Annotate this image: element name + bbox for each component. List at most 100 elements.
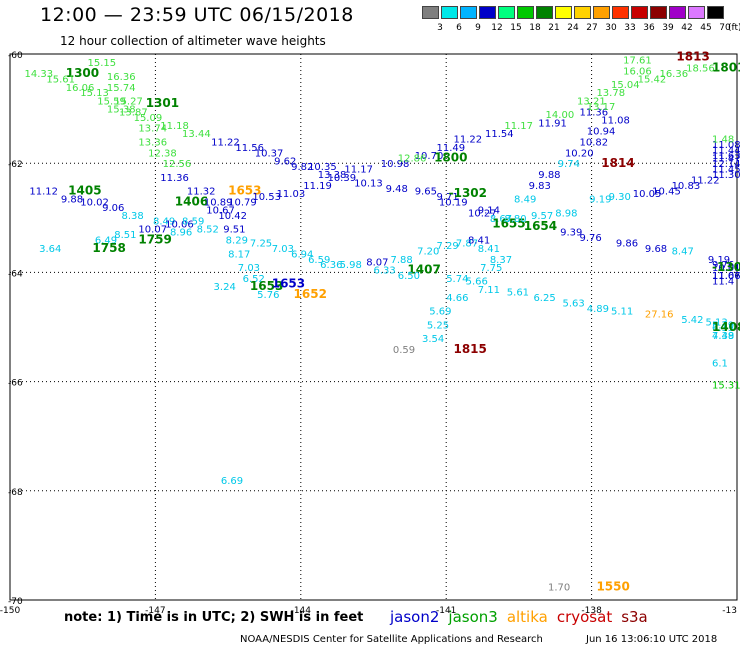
- wave-height-label: 5.61: [507, 288, 529, 299]
- lat-tick-label: -66: [8, 379, 23, 389]
- wave-height-label: 11.4: [712, 277, 734, 288]
- wave-height-label: 9.83: [529, 181, 551, 192]
- wave-height-label: 9.62: [274, 156, 296, 167]
- wave-height-label: 5.42: [681, 315, 703, 326]
- wave-height-label: 10.83: [672, 181, 701, 192]
- wave-height-label: 13.74: [138, 124, 167, 135]
- wave-height-label: 10.45: [652, 187, 681, 198]
- pass-time-label: 1408: [712, 320, 740, 334]
- wave-height-label: 6.33: [374, 266, 396, 277]
- colorbar-swatch: [498, 6, 515, 19]
- wave-height-label: 11.63: [712, 151, 740, 162]
- lon-tick-label: -144: [291, 606, 312, 616]
- wave-height-label: 5.63: [563, 298, 585, 309]
- pass-time-label: -1303: [712, 260, 740, 274]
- wave-height-label: 10.42: [218, 211, 247, 222]
- pass-time-label: 1758: [92, 241, 125, 255]
- lat-tick-label: -64: [8, 269, 23, 279]
- wave-height-label: 8.47: [672, 247, 694, 258]
- footer-note: note: 1) Time is in UTC; 2) SWH is in fe…: [64, 610, 364, 625]
- wave-height-label: 8.98: [555, 208, 577, 219]
- pass-time-label: 1800: [434, 151, 467, 165]
- wave-height-label: 9.14: [478, 206, 500, 217]
- wave-height-label: 1.48: [712, 135, 734, 146]
- wave-height-label: 11.12: [29, 187, 58, 198]
- wave-height-label: 15.59: [97, 96, 126, 107]
- colorbar-label: 6: [456, 23, 462, 33]
- graticule: [10, 54, 737, 600]
- lat-tick-label: -70: [8, 597, 23, 607]
- wave-height-label: 6.94: [291, 249, 313, 260]
- colorbar-label: 45: [700, 23, 712, 33]
- wave-height-label: 12.14: [712, 159, 740, 170]
- pass-time-label: 1301: [146, 96, 179, 110]
- wave-height-label: 8.29: [226, 236, 248, 247]
- lat-tick-label: -68: [8, 488, 23, 498]
- wave-height-label: 11.08: [712, 140, 740, 151]
- wave-height-label: 9.19: [708, 255, 730, 266]
- wave-height-label: 3.24: [214, 282, 236, 293]
- wave-height-label: 11.07: [712, 271, 740, 282]
- wave-height-label: 5.13: [705, 318, 727, 329]
- legend-entry-altika: altika: [506, 608, 548, 626]
- wave-height-label: 9.86: [616, 238, 638, 249]
- wave-height-label: 6.52: [243, 274, 265, 285]
- wave-height-label: 15.31: [712, 380, 740, 391]
- wave-height-label: 12.86: [398, 154, 427, 165]
- wave-height-label: 15.09: [134, 113, 163, 124]
- colorbar-label: 30: [605, 23, 617, 33]
- colorbar-swatch: [422, 6, 439, 19]
- pass-time-label: 1653: [250, 279, 283, 293]
- wave-height-label: 7.88: [390, 255, 412, 266]
- wave-height-label: 3.64: [39, 244, 61, 255]
- wave-height-label: 10.82: [579, 137, 608, 148]
- wave-height-label: 10.79: [228, 197, 257, 208]
- wave-height-label: 15.13: [80, 88, 109, 99]
- wave-height-label: 7.38: [712, 331, 734, 342]
- colorbar-label: 27: [586, 23, 598, 33]
- colorbar-swatch: [669, 6, 686, 19]
- wave-height-label: 3.54: [422, 334, 444, 345]
- wave-height-label: 13.36: [138, 137, 167, 148]
- wave-height-label: 10.70: [415, 151, 444, 162]
- pass-time-label: -1302: [449, 186, 487, 200]
- wave-height-label: 12.38: [148, 148, 177, 159]
- wave-height-label: 8.96: [170, 227, 192, 238]
- wave-height-label: 8.80: [504, 214, 526, 225]
- wave-height-label: 11.22: [453, 135, 482, 146]
- wave-height-label: 9.57: [531, 211, 553, 222]
- wave-height-label: 14.33: [25, 69, 54, 80]
- wave-height-label: 11.66: [712, 271, 740, 282]
- colorbar-swatch: [593, 6, 610, 19]
- wave-height-label: 9.51: [223, 225, 245, 236]
- wave-height-label: 8.38: [121, 211, 143, 222]
- wave-height-label: 11.44: [712, 146, 740, 157]
- page-subtitle: 12 hour collection of altimeter wave hei…: [60, 34, 326, 48]
- map-frame: [9, 53, 738, 601]
- colorbar-swatch: [688, 6, 705, 19]
- wave-height-label: 14.00: [546, 110, 575, 121]
- wave-height-label: 9.74: [558, 159, 580, 170]
- wave-height-label: 11.32: [187, 187, 216, 198]
- lon-tick-label: -150: [0, 606, 20, 616]
- colorbar-swatch: [707, 6, 724, 19]
- wave-height-label: 5.98: [340, 260, 362, 271]
- pass-time-label: 1813: [676, 50, 709, 64]
- pass-time-label: 1406: [175, 194, 208, 208]
- legend-entry-s3a: s3a: [621, 608, 648, 626]
- wave-height-label: 11.22: [211, 137, 240, 148]
- wave-height-label: 12.56: [163, 159, 192, 170]
- wave-height-label: 8.41: [478, 244, 500, 255]
- wave-height-label: 13.87: [119, 107, 148, 118]
- wave-height-label: 4.89: [587, 304, 609, 315]
- colorbar-label: 21: [548, 23, 560, 33]
- lon-tick-label: -138: [581, 606, 602, 616]
- wave-height-label: 7.75: [480, 263, 502, 274]
- lon-tick-label: -141: [436, 606, 456, 616]
- wave-height-label: 10.37: [255, 148, 284, 159]
- wave-height-label: 18.56: [686, 64, 715, 75]
- legend-entry-jason3: jason3: [448, 608, 498, 626]
